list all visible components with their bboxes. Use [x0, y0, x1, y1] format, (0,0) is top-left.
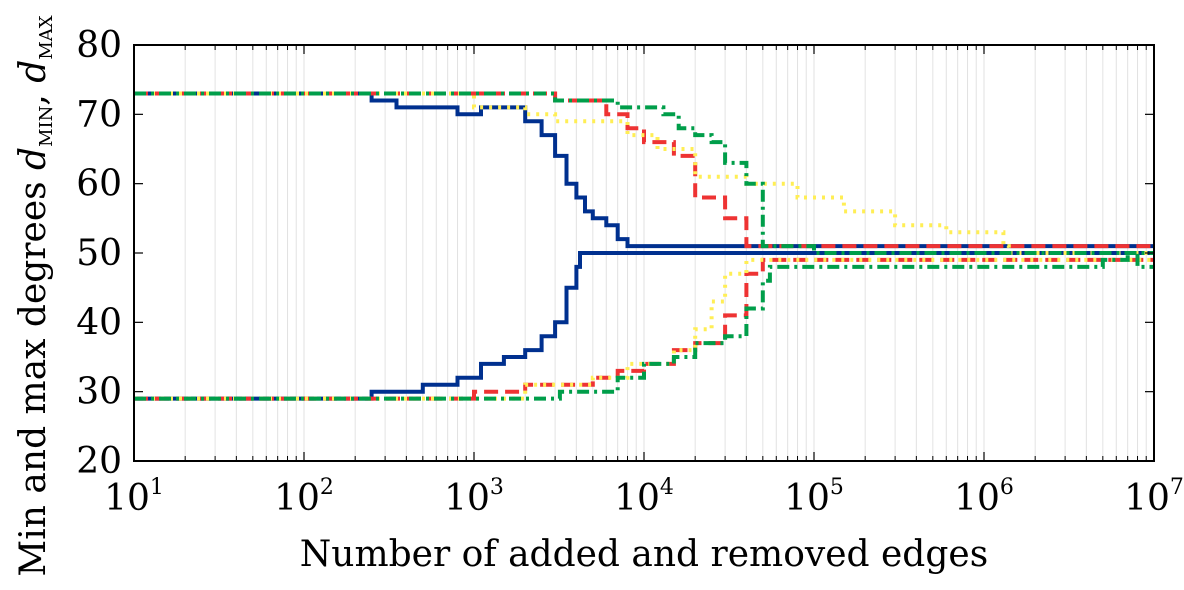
x-tick-exponent: 3: [490, 475, 504, 500]
series-4-min: [134, 251, 1154, 401]
x-tick-base: 10: [1124, 478, 1170, 519]
x-tick-base: 10: [954, 478, 1000, 519]
x-tick-label: 104: [614, 475, 674, 519]
y-tick-label: 30: [76, 372, 122, 413]
x-tick-label: 103: [444, 475, 504, 519]
x-tick-base: 10: [274, 478, 320, 519]
y-axis-title: Min and max degrees dMIN, dMAX: [13, 15, 57, 576]
series-1-max: [134, 91, 1154, 249]
x-tick-base: 10: [104, 478, 150, 519]
y-tick-label: 60: [76, 164, 122, 205]
y-axis-title-max-symbol: d: [13, 60, 54, 83]
x-axis-title: Number of added and removed edges: [300, 534, 988, 575]
x-tick-base: 10: [614, 478, 660, 519]
x-tick-label: 106: [954, 475, 1014, 519]
x-tick-label: 102: [274, 475, 334, 519]
x-tick-exponent: 4: [660, 475, 674, 500]
series-2-min: [134, 257, 1154, 401]
y-axis-title-max-sub: MAX: [36, 15, 57, 59]
series-4-max: [134, 91, 1154, 255]
series-2-max: [134, 91, 1154, 249]
x-tick-exponent: 6: [1000, 475, 1014, 500]
x-tick-label: 107: [1124, 475, 1184, 519]
x-tick-exponent: 7: [1170, 475, 1184, 500]
y-axis-title-min-sub: MIN: [36, 106, 57, 147]
series-1-min: [134, 251, 1154, 401]
series-lines: [134, 91, 1154, 401]
y-tick-label: 50: [76, 233, 122, 274]
x-tick-label: 105: [784, 475, 844, 519]
y-axis-title-sep: ,: [13, 83, 54, 106]
series-3-max: [134, 91, 1154, 255]
x-tick-exponent: 5: [830, 475, 844, 500]
y-axis-title-prefix: Min and max degrees: [13, 170, 54, 577]
x-tick-label: 101: [104, 475, 164, 519]
x-tick-exponent: 1: [150, 475, 164, 500]
ticks: [133, 44, 1155, 462]
x-tick-base: 10: [784, 478, 830, 519]
x-tick-exponent: 2: [320, 475, 334, 500]
y-tick-label: 70: [76, 94, 122, 135]
y-tick-label: 20: [76, 441, 122, 482]
series-3-min: [134, 257, 1154, 401]
x-tick-base: 10: [444, 478, 490, 519]
y-axis-title-min-symbol: d: [13, 147, 54, 170]
y-tick-label: 40: [76, 302, 122, 343]
y-tick-label: 80: [76, 25, 122, 66]
